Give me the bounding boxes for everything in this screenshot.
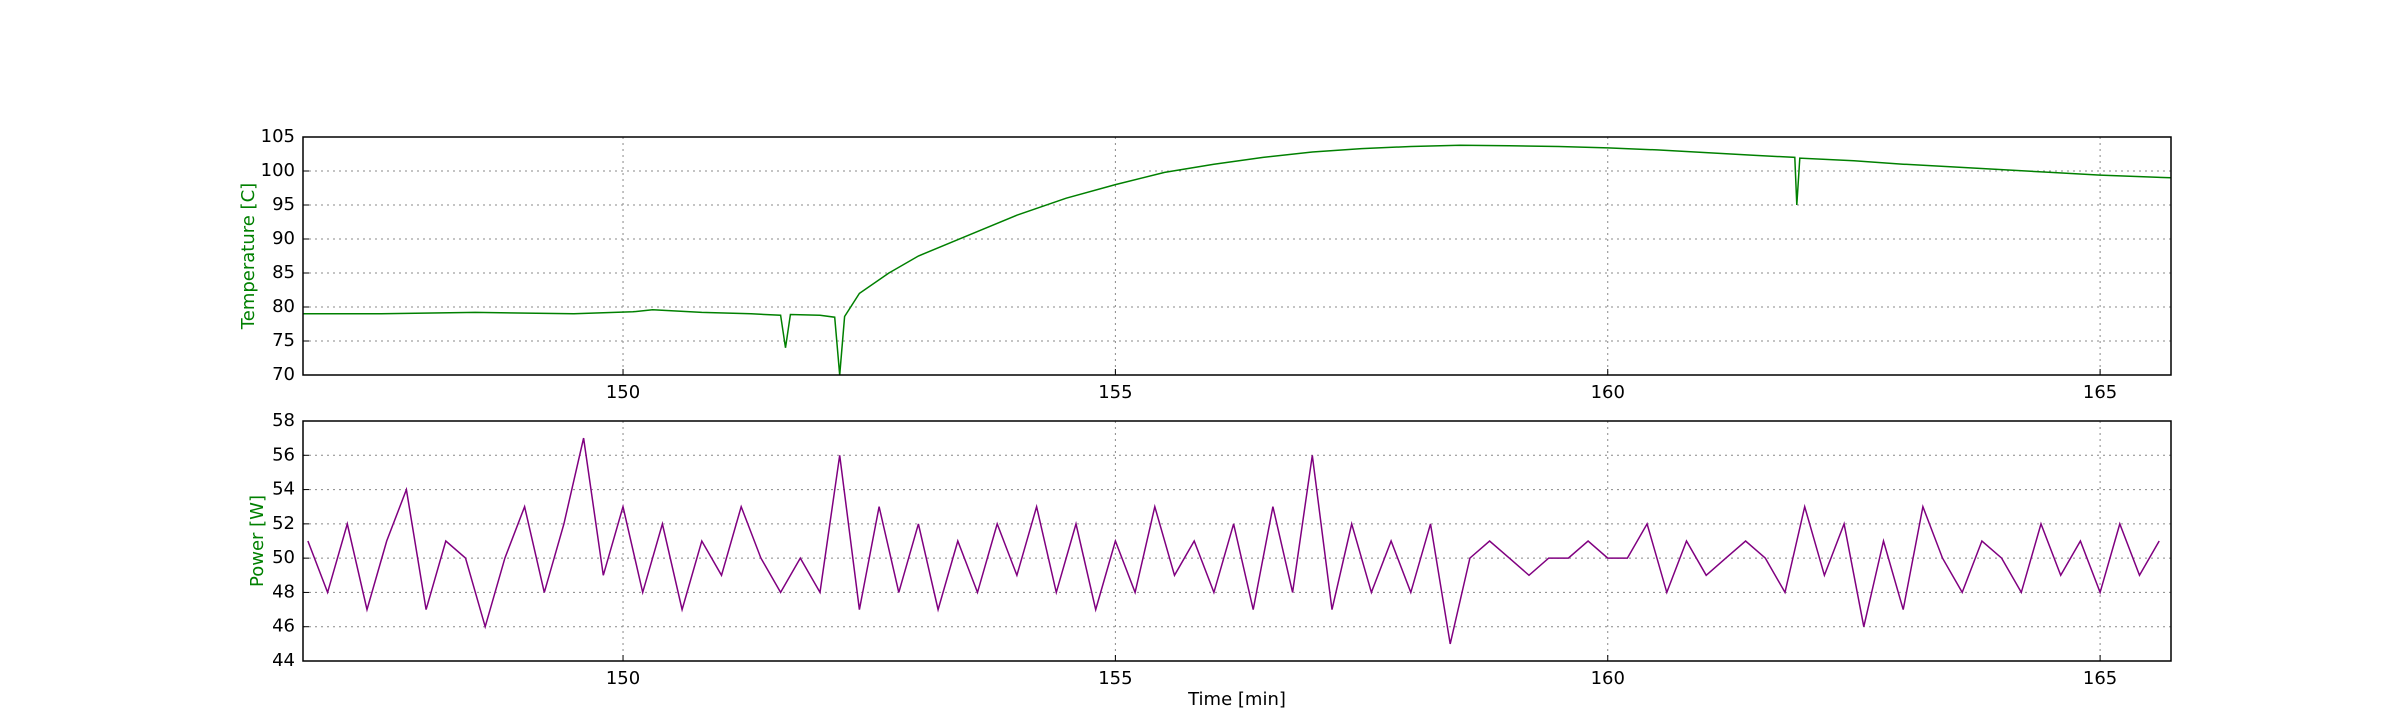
x-tick-label: 150 xyxy=(606,382,640,403)
y-tick-label: 58 xyxy=(272,410,295,431)
y-axis-label: Power [W] xyxy=(247,495,268,587)
x-tick-label: 155 xyxy=(1098,382,1132,403)
y-tick-label: 80 xyxy=(272,296,295,317)
x-tick-label: 165 xyxy=(2083,668,2117,689)
data-line xyxy=(303,144,2172,376)
y-tick-label: 95 xyxy=(272,194,295,215)
axes-frame xyxy=(302,420,2172,662)
x-tick-label: 165 xyxy=(2083,382,2117,403)
y-tick-label: 100 xyxy=(261,160,295,181)
y-tick-label: 52 xyxy=(272,513,295,534)
y-axis-label: Temperature [C] xyxy=(238,183,259,330)
y-tick-label: 70 xyxy=(272,364,295,385)
x-tick-label: 155 xyxy=(1098,668,1132,689)
y-tick-label: 105 xyxy=(261,126,295,147)
y-tick-label: 48 xyxy=(272,581,295,602)
y-tick-label: 44 xyxy=(272,650,295,671)
y-tick-label: 56 xyxy=(272,444,295,465)
x-axis-label: Time [min] xyxy=(1187,689,1286,710)
y-tick-label: 50 xyxy=(272,547,295,568)
x-tick-label: 160 xyxy=(1591,668,1625,689)
axes-frame xyxy=(302,136,2172,376)
y-tick-label: 90 xyxy=(272,228,295,249)
x-tick-label: 160 xyxy=(1591,382,1625,403)
y-tick-label: 75 xyxy=(272,330,295,351)
y-tick-label: 54 xyxy=(272,479,295,500)
y-tick-label: 85 xyxy=(272,262,295,283)
x-tick-label: 150 xyxy=(606,668,640,689)
y-tick-label: 46 xyxy=(272,616,295,637)
data-line xyxy=(307,437,2160,645)
